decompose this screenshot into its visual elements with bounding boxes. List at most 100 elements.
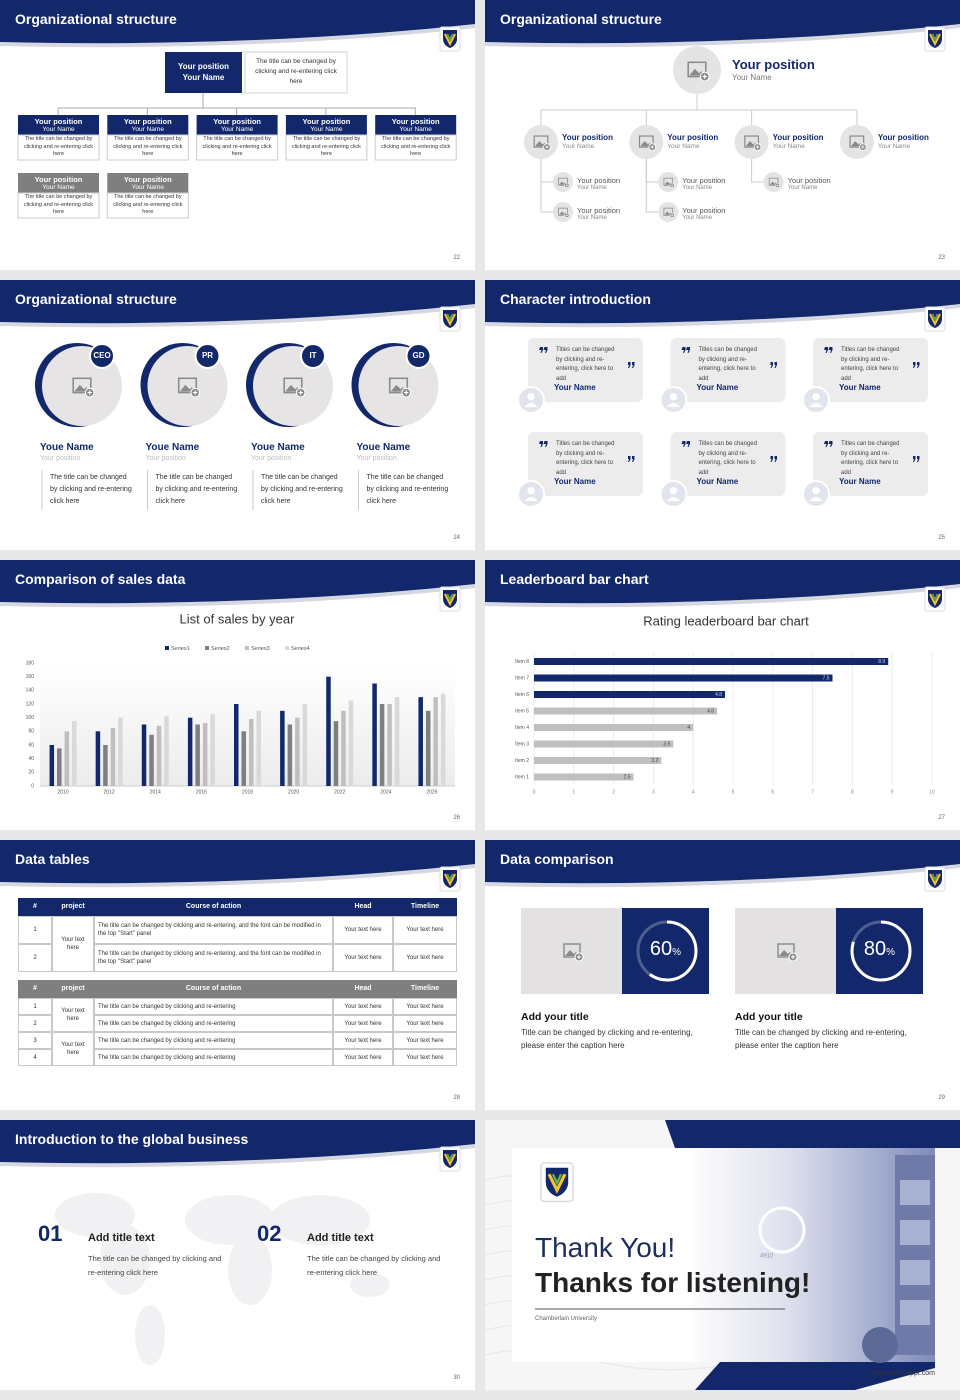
x-tick-label: 2026 [426,789,437,795]
table-cell: Your text here [393,1015,457,1032]
header-shadow [0,1144,475,1168]
chart-title: Rating leaderboard bar chart [643,613,809,628]
table-cell: The title can be changed by clicking and… [94,944,333,972]
image-plus [577,955,581,959]
image-frame [744,135,759,148]
legend-label: Series1 [171,646,190,652]
logo [439,1146,461,1172]
x-tick-label: 5 [732,789,735,795]
y-tick-label: 140 [26,688,35,694]
position: Your position [145,455,186,462]
navy-corner-top [665,1120,960,1148]
bar [379,704,385,786]
bar [295,717,300,786]
logo-chevron [929,873,941,887]
image-placeholder [388,377,412,398]
logo-chevron [547,1173,567,1194]
tag-badge [405,343,432,369]
connector [645,159,659,213]
bar [141,724,147,786]
top-photo [673,46,721,94]
header-shadow [0,24,475,48]
image-placeholder [283,377,306,398]
table-header-cell: # [18,980,52,998]
bar [280,710,285,786]
box-header [196,115,278,135]
x-tick-label: 2012 [104,789,115,795]
photo-window-pane [900,1220,930,1245]
table-cell: Your text here [333,916,393,944]
bar [348,700,354,786]
table-cell: Your text here [333,998,393,1015]
slide-graphics [0,1120,475,1365]
item-number: 02 [257,1221,282,1246]
x-tick-label: 2024 [380,789,391,795]
avatar-body [809,496,823,502]
y-tick-label: 40 [28,756,34,762]
bar [534,773,634,781]
y-tick-label: Item 8 [515,659,529,665]
image-frame [849,135,865,148]
image-placeholder [558,177,570,188]
y-tick-label: 160 [26,674,35,680]
percent-label: 60% [622,938,709,964]
slide: CEO PR IT GD Organizational structure 24 Youe … [0,280,475,550]
item-desc: The title can be changed by clicking and… [88,1254,222,1277]
bar [72,721,77,786]
image-frame [177,377,198,394]
header-shadow [485,304,960,328]
table-cell: Your text here [393,1049,457,1066]
image-frame [283,377,303,394]
avatar-head [812,393,820,401]
map-shape [270,1195,370,1245]
logo-chevron-inner [551,1173,563,1186]
photo [763,172,784,192]
image-frame [563,943,581,958]
tag-badge [300,343,326,369]
quote-close [913,456,920,462]
logo-chevron [444,313,456,327]
box-header [107,173,189,193]
legend-label: Series4 [291,646,310,652]
image-panel [521,908,622,994]
avatar-head [527,487,535,495]
ring-progress [850,920,912,982]
x-tick-label: 2020 [288,789,299,795]
logo-chevron-inner [446,873,454,882]
position: Your position [682,206,726,215]
box-desc: The title can be changed by clicking and… [291,136,361,157]
bar [440,693,446,786]
position: Your position [667,133,719,142]
connector [58,93,416,109]
slide-graphics [0,840,475,892]
map-shape [350,1273,390,1297]
y-tick-label: Item 6 [515,692,529,698]
value-label: 2.5 [624,775,631,781]
table-cell: Your text here [333,944,393,972]
table-header-cell: Timeline [393,980,457,998]
image-placeholder [558,207,570,218]
image-placeholder [744,135,762,151]
name: Your Name [839,383,881,392]
ring-progress [636,920,698,982]
y-tick-label: Item 3 [515,741,529,747]
logo-chevron-inner [446,1153,454,1162]
website: www.collegeppt.com [871,1370,935,1377]
bar [164,716,169,786]
y-tick-label: Item 5 [515,708,529,714]
header-band [0,1120,475,1164]
avatar-body [524,402,538,408]
avatar-body [667,402,680,408]
box-name: Your Name [131,126,164,133]
box-desc: The title can be changed by clicking and… [23,194,94,215]
image-placeholder [177,377,201,398]
position: Your position [787,176,831,185]
table-cell: The title can be changed by clicking and… [94,1032,333,1049]
name: Your Name [667,143,700,150]
name: Your Name [554,383,596,392]
position: Your position [251,455,292,462]
map-shape [100,1225,150,1295]
page-number: 22 [453,255,460,261]
box-position: Your position [34,175,83,184]
page-number: 26 [453,815,460,821]
